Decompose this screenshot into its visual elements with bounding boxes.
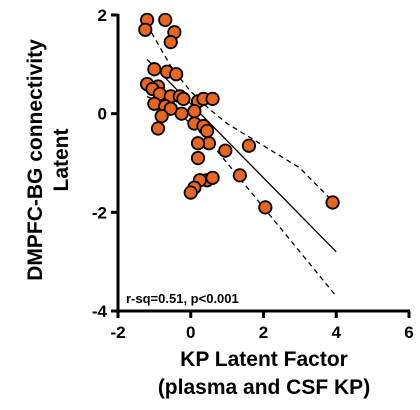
data-point (232, 168, 247, 183)
y-axis-title-line-1: DMPFC-BG connectivity (24, 39, 47, 281)
data-point (154, 109, 169, 124)
x-axis-title-line-1: KP Latent Factor (180, 348, 348, 371)
regression-line (146, 58, 337, 253)
y-tick-label: -4 (92, 302, 108, 321)
x-tick-label: 4 (332, 323, 342, 342)
data-point (174, 106, 189, 121)
data-point (176, 91, 191, 106)
y-tick-label: -2 (92, 203, 107, 222)
x-tick-label: -2 (110, 323, 125, 342)
data-point (187, 104, 202, 119)
data-point (200, 123, 215, 139)
data-point (147, 62, 162, 77)
data-point (163, 35, 178, 50)
data-point (190, 136, 206, 151)
data-point (241, 138, 257, 153)
y-tick-label: 2 (98, 6, 107, 25)
x-tick-label: 6 (404, 323, 413, 342)
data-point (325, 195, 340, 210)
data-point (169, 67, 184, 82)
data-point (205, 91, 220, 106)
data-point (205, 170, 220, 185)
data-point (183, 185, 198, 200)
ci-lower-line (146, 95, 337, 297)
x-tick-label: 0 (186, 323, 195, 342)
y-tick-label: 0 (98, 105, 107, 124)
data-point (218, 143, 233, 158)
data-point (150, 121, 166, 136)
stats-annotation: r-sq=0.51, p<0.001 (126, 291, 239, 306)
data-point (138, 22, 153, 37)
x-tick-label: 2 (259, 323, 268, 342)
data-point (258, 200, 273, 215)
data-point (158, 12, 173, 28)
x-axis-title-line-2: (plasma and CSF KP) (158, 376, 370, 399)
y-axis-title-line-2: Latent (50, 128, 73, 191)
data-point (190, 150, 206, 166)
